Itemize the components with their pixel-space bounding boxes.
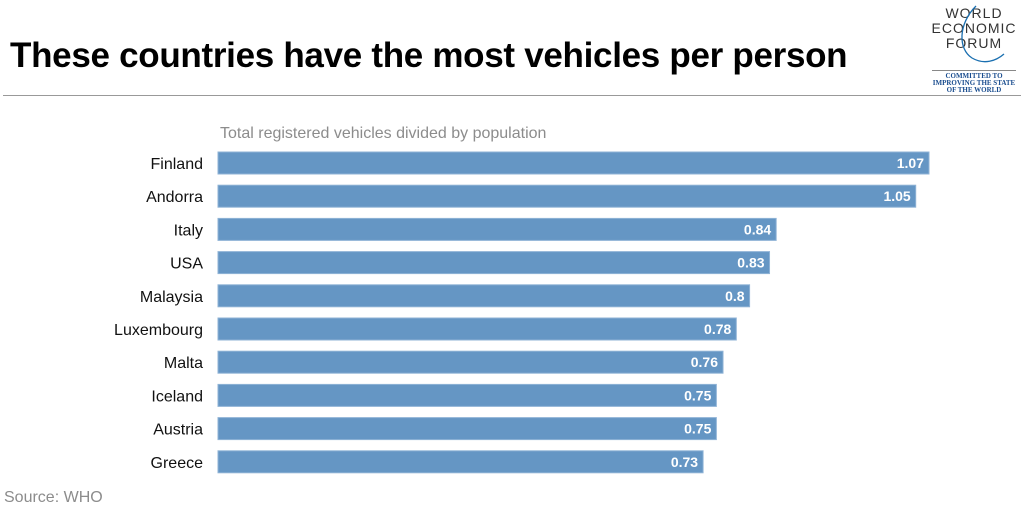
bar-malaysia <box>217 284 751 308</box>
category-label: Luxembourg <box>114 322 203 339</box>
category-label: USA <box>170 256 203 273</box>
bar-austria <box>217 417 717 441</box>
category-label: Andorra <box>146 189 203 206</box>
logo-line-1: WORLD <box>945 5 1003 21</box>
value-label: 0.73 <box>671 454 698 470</box>
value-label: 0.8 <box>725 288 745 304</box>
chart-subtitle: Total registered vehicles divided by pop… <box>220 125 547 142</box>
value-label: 0.83 <box>737 255 764 271</box>
bar-malta <box>217 350 724 374</box>
bar-usa <box>217 251 771 275</box>
source-note: Source: WHO <box>4 489 103 506</box>
logo-tagline-2: IMPROVING THE STATE <box>932 79 1016 87</box>
category-label: Iceland <box>151 388 203 405</box>
bar-italy <box>217 217 777 241</box>
logo-tagline-3: OF THE WORLD <box>946 86 1002 94</box>
logo-line-3: FORUM <box>945 35 1003 51</box>
value-label: 0.78 <box>704 321 731 337</box>
category-label: Italy <box>174 222 203 239</box>
category-label: Finland <box>151 156 203 173</box>
logo-tagline: COMMITTED TO IMPROVING THE STATE OF THE … <box>928 73 1020 94</box>
chart-title: These countries have the most vehicles p… <box>10 36 848 75</box>
value-label: 0.75 <box>684 421 711 437</box>
bar-luxembourg <box>217 317 737 341</box>
value-label: 0.84 <box>744 221 771 237</box>
title-divider <box>3 95 1021 96</box>
logo-arc-icon <box>961 5 1005 63</box>
category-label: Malaysia <box>140 289 203 306</box>
value-label: 0.76 <box>691 354 718 370</box>
bar-andorra <box>217 184 917 208</box>
category-label: Greece <box>151 455 204 472</box>
logo-line-2: ECONOMIC <box>931 20 1017 36</box>
category-label: Austria <box>153 422 203 439</box>
value-label: 1.07 <box>897 155 924 171</box>
bar-iceland <box>217 383 717 407</box>
wef-logo: WORLD ECONOMIC FORUM COMMITTED TO IMPROV… <box>928 4 1020 94</box>
value-label: 1.05 <box>883 188 910 204</box>
value-label: 0.75 <box>684 387 711 403</box>
bar-greece <box>217 450 704 474</box>
bar-finland <box>217 151 930 175</box>
category-label: Malta <box>164 355 203 372</box>
logo-divider <box>932 70 1016 71</box>
logo-tagline-1: COMMITTED TO <box>945 72 1003 80</box>
